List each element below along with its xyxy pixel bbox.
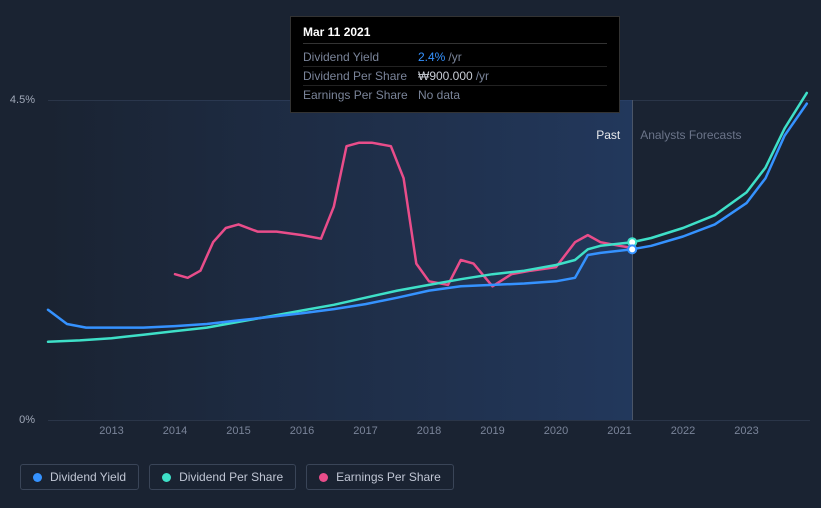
tooltip-row: Earnings Per ShareNo data [303, 86, 607, 104]
x-tick-label: 2016 [290, 425, 314, 437]
x-tick-label: 2014 [163, 425, 187, 437]
legend-dot [162, 473, 171, 482]
x-tick-label: 2015 [226, 425, 250, 437]
legend-dot [33, 473, 42, 482]
legend-dot [319, 473, 328, 482]
past-region-label: Past [596, 128, 620, 142]
x-tick-label: 2018 [417, 425, 441, 437]
legend-label: Earnings Per Share [336, 470, 441, 484]
tooltip-row-value: 2.4%/yr [418, 50, 462, 64]
forecast-region-label: Analysts Forecasts [640, 128, 741, 142]
tooltip-row-value: ₩900.000/yr [418, 69, 489, 83]
legend-item[interactable]: Earnings Per Share [306, 464, 454, 490]
chart-area: Past Analysts Forecasts 0%4.5%2013201420… [20, 100, 810, 420]
tooltip-row-label: Earnings Per Share [303, 88, 418, 102]
legend-label: Dividend Per Share [179, 470, 283, 484]
tooltip-row-unit: /yr [448, 50, 461, 64]
x-tick-label: 2017 [353, 425, 377, 437]
x-tick-label: 2023 [734, 425, 758, 437]
x-tick-label: 2019 [480, 425, 504, 437]
series-marker [628, 245, 636, 253]
chart-svg[interactable] [48, 100, 810, 420]
x-tick-label: 2021 [607, 425, 631, 437]
chart-legend: Dividend Yield Dividend Per Share Earnings… [20, 464, 454, 490]
series-earnings_per_share [175, 143, 632, 287]
legend-label: Dividend Yield [50, 470, 126, 484]
legend-item[interactable]: Dividend Yield [20, 464, 139, 490]
y-tick-label: 4.5% [10, 94, 35, 106]
tooltip-row-label: Dividend Yield [303, 50, 418, 64]
legend-item[interactable]: Dividend Per Share [149, 464, 296, 490]
tooltip-row-unit: /yr [476, 69, 489, 83]
tooltip-row-label: Dividend Per Share [303, 69, 418, 83]
x-tick-label: 2022 [671, 425, 695, 437]
tooltip-date: Mar 11 2021 [303, 25, 607, 44]
tooltip-row: Dividend Yield2.4%/yr [303, 48, 607, 67]
x-tick-label: 2013 [99, 425, 123, 437]
tooltip-row: Dividend Per Share₩900.000/yr [303, 67, 607, 86]
chart-tooltip: Mar 11 2021 Dividend Yield2.4%/yrDividen… [290, 16, 620, 113]
gridline-bottom [48, 420, 810, 421]
tooltip-row-value: No data [418, 88, 460, 102]
y-tick-label: 0% [19, 414, 35, 426]
x-tick-label: 2020 [544, 425, 568, 437]
